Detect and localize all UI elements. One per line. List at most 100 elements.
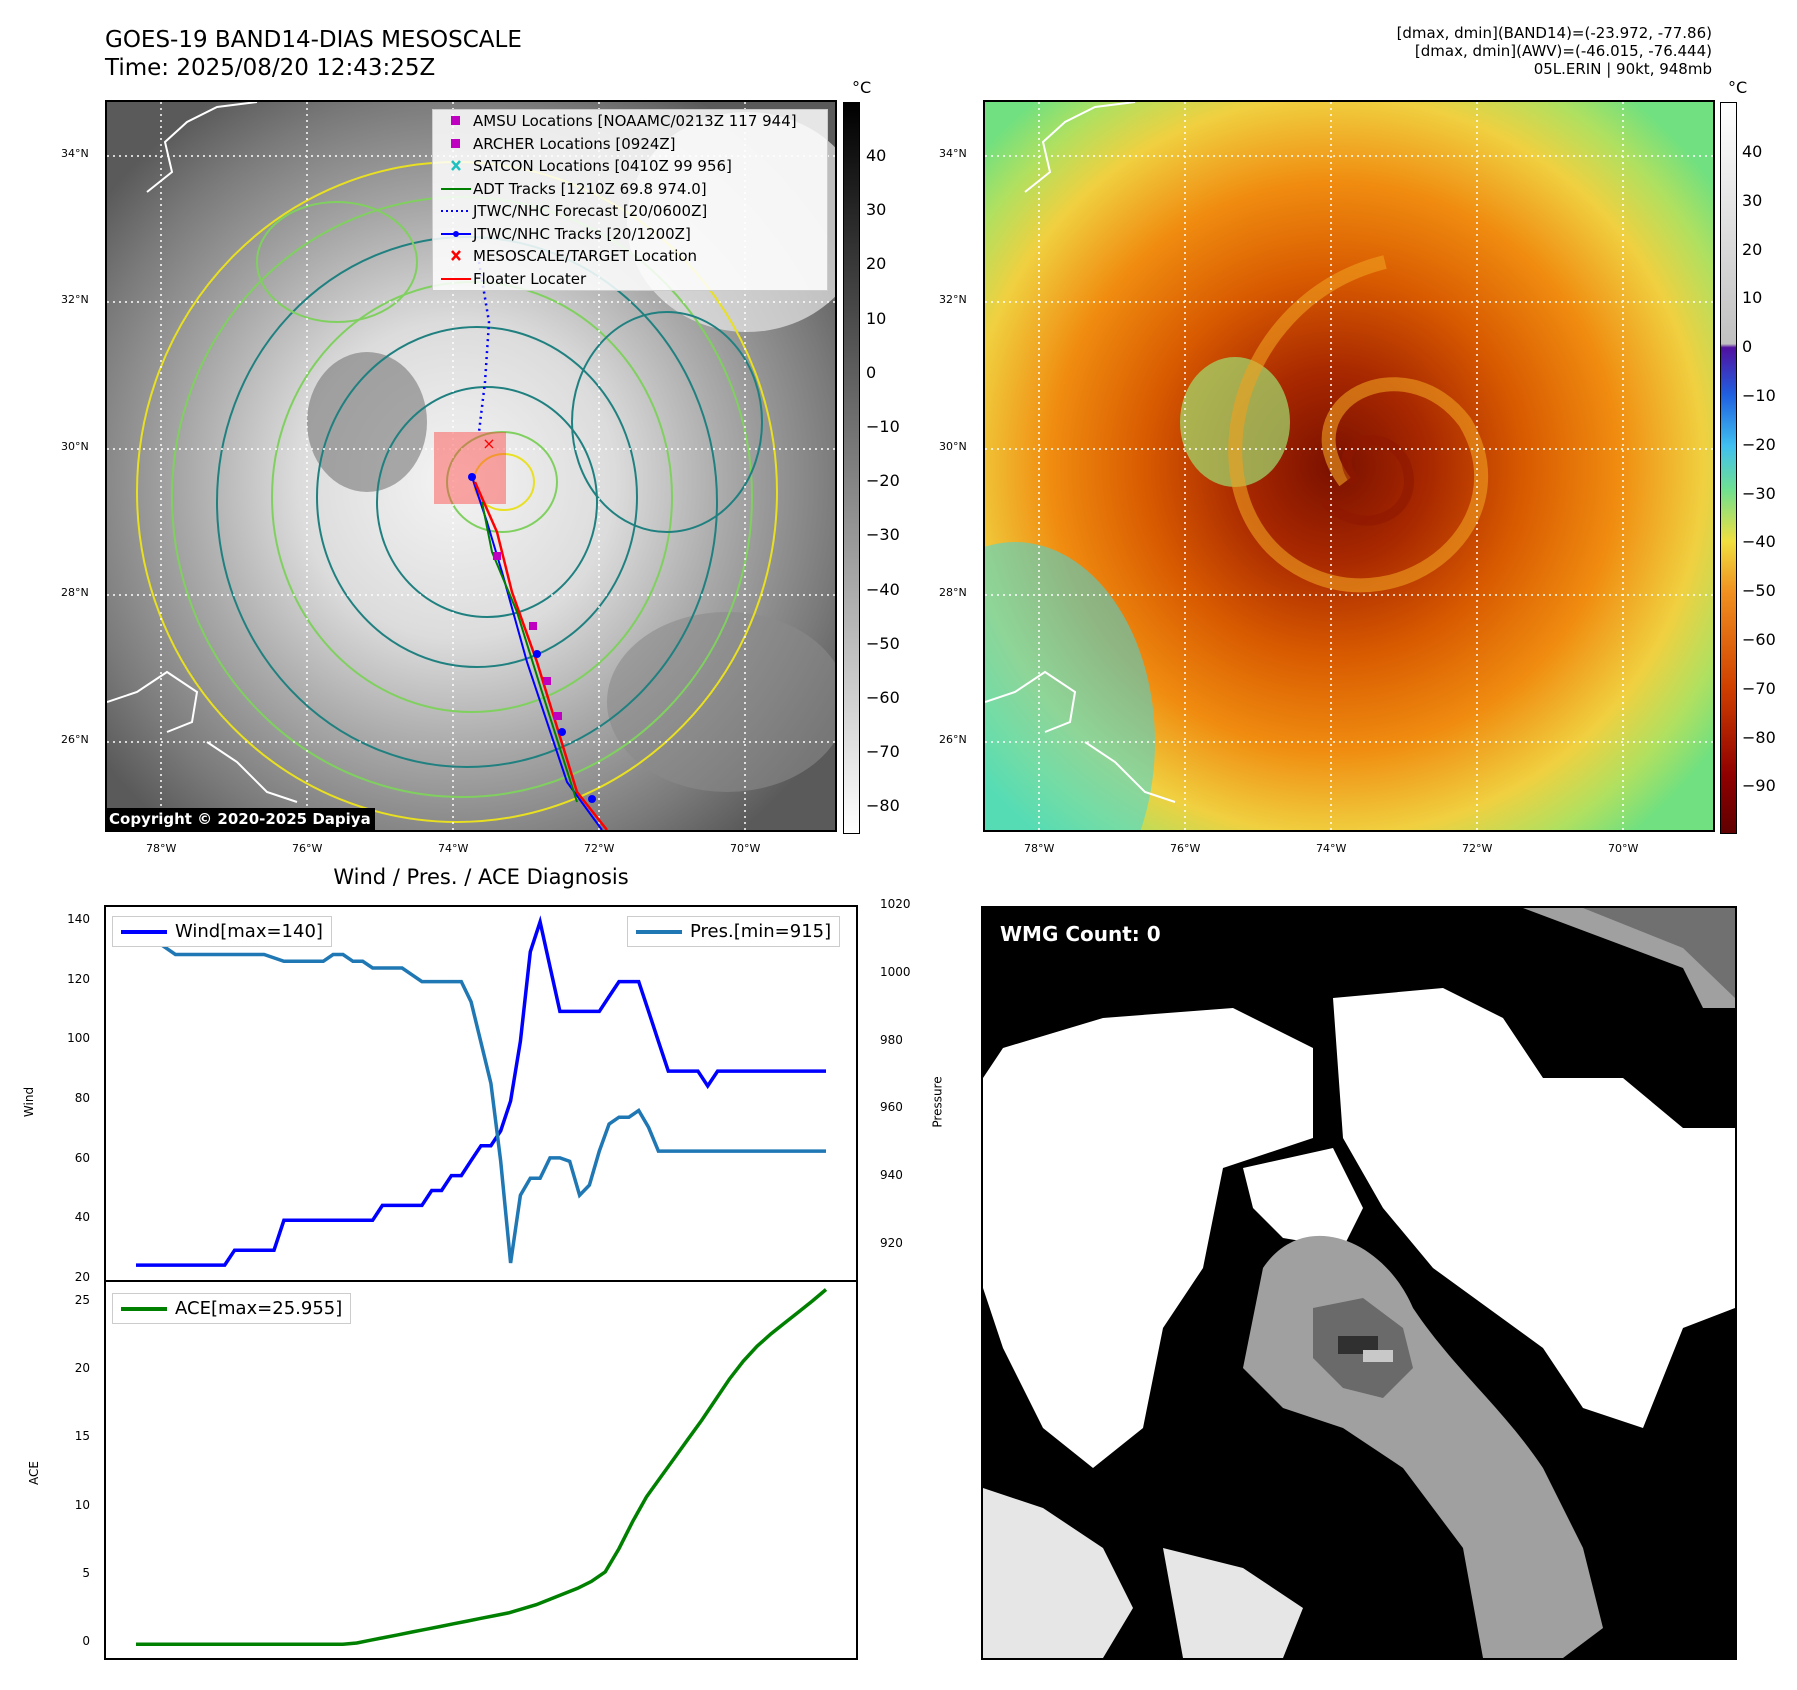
- colorbar-left-tick: 40: [866, 146, 887, 165]
- ace-legend-swatch: [121, 1306, 167, 1311]
- lon-label: 74°W: [1316, 842, 1347, 855]
- page-title: GOES-19 BAND14-DIAS MESOSCALE Time: 2025…: [105, 26, 522, 82]
- wind-tick: 20: [74, 1270, 90, 1284]
- legend-symbol: [439, 133, 473, 155]
- track-points: [468, 473, 596, 803]
- colorbar-left-tick: 20: [866, 254, 887, 274]
- colorbar-right-tick: −30: [1742, 483, 1776, 503]
- legend-label: ADT Tracks [1210Z 69.8 974.0]: [473, 179, 707, 198]
- lat-label: 30°N: [939, 440, 967, 453]
- pressure-series-line: [136, 922, 826, 1264]
- wmg-heatmap: [983, 908, 1735, 1658]
- title-line-1: GOES-19 BAND14-DIAS MESOSCALE: [105, 27, 522, 53]
- colorbar-left-unit: °C: [852, 78, 872, 97]
- pressure-tick: 940: [880, 1168, 903, 1183]
- pressure-tick: 920: [880, 1236, 903, 1251]
- ace-tick: 25: [74, 1292, 90, 1307]
- colorbar-right-tick: −90: [1742, 776, 1776, 796]
- pressure-legend: Pres.[min=915]: [627, 916, 841, 947]
- lon-label: 78°W: [1024, 842, 1055, 855]
- legend-item: Floater Locater: [433, 268, 827, 291]
- stats-line-2: [dmax, dmin](AWV)=(-46.015, -76.444): [1414, 42, 1712, 60]
- ace-plot: [136, 1288, 828, 1647]
- colorbar-left-tick: 30: [866, 200, 887, 220]
- colorbar-right-tick: −10: [1742, 386, 1776, 405]
- svg-text:×: ×: [482, 434, 495, 453]
- wind-series-line: [136, 915, 826, 1267]
- lat-label: 28°N: [61, 586, 89, 599]
- legend-item: JTWC/NHC Tracks [20/1200Z]: [433, 223, 827, 246]
- legend-label: ARCHER Locations [0924Z]: [473, 134, 676, 153]
- lat-label: 26°N: [939, 733, 967, 746]
- lat-label: 34°N: [939, 147, 967, 160]
- ace-panel: [104, 1280, 858, 1660]
- lon-label: 70°W: [730, 842, 761, 855]
- colorbar-right-tick: 30: [1742, 190, 1763, 210]
- ace-series-line: [136, 1288, 828, 1647]
- colorbar-right-tick: 10: [1742, 288, 1763, 308]
- legend-item: ARCHER Locations [0924Z]: [433, 133, 827, 156]
- legend-label: JTWC/NHC Tracks [20/1200Z]: [473, 224, 691, 243]
- wind-tick: 120: [67, 971, 90, 986]
- legend-item: SATCON Locations [0410Z 99 956]: [433, 155, 827, 178]
- stats-block: [dmax, dmin](BAND14)=(-23.972, -77.86) […: [1112, 24, 1712, 78]
- legend-item: JTWC/NHC Forecast [20/0600Z]: [433, 200, 827, 223]
- wv-satellite-panel: [983, 100, 1715, 832]
- wind-tick: 140: [67, 911, 90, 926]
- legend-symbol: [439, 245, 473, 267]
- ace-tick: 10: [74, 1497, 90, 1512]
- ace-tick: 0: [82, 1634, 90, 1649]
- colorbar-right: [1720, 102, 1737, 834]
- wv-satellite-image: [985, 102, 1713, 830]
- pressure-legend-label: Pres.[min=915]: [690, 921, 832, 942]
- pressure-tick: 1000: [880, 964, 911, 979]
- wind-tick: 80: [74, 1090, 90, 1105]
- wmg-count-label: WMG Count: 0: [1000, 922, 1161, 946]
- colorbar-left-tick: −20: [866, 471, 900, 491]
- lon-label: 76°W: [1170, 842, 1201, 855]
- pressure-legend-swatch: [636, 929, 682, 934]
- legend-symbol: [439, 268, 473, 290]
- wind-legend-swatch: [121, 929, 167, 934]
- lat-label: 28°N: [939, 586, 967, 599]
- wind-tick: 40: [74, 1210, 90, 1225]
- forecast-track: [477, 261, 491, 433]
- lon-label: 76°W: [292, 842, 323, 855]
- coastline: [107, 102, 298, 803]
- pressure-tick: 980: [880, 1032, 903, 1047]
- colorbar-right-unit: °C: [1728, 78, 1748, 97]
- colorbar-right-tick: −50: [1742, 581, 1776, 601]
- wmg-panel: [981, 906, 1737, 1660]
- floater-track: [473, 481, 608, 830]
- pressure-tick: 960: [880, 1100, 903, 1115]
- colorbar-left: [843, 102, 860, 834]
- diagnosis-chart-title: Wind / Pres. / ACE Diagnosis: [333, 865, 629, 889]
- legend-symbol: [439, 200, 473, 222]
- legend-label: AMSU Locations [NOAAMC/0213Z 117 944]: [473, 112, 797, 131]
- legend-item: AMSU Locations [NOAAMC/0213Z 117 944]: [433, 110, 827, 133]
- colorbar-left-tick: −80: [866, 796, 900, 816]
- pressure-axis-label: Pressure: [930, 1076, 945, 1128]
- stats-line-3: 05L.ERIN | 90kt, 948mb: [1533, 60, 1712, 78]
- colorbar-right-tick: 20: [1742, 239, 1763, 259]
- stats-line-1: [dmax, dmin](BAND14)=(-23.972, -77.86): [1396, 24, 1712, 42]
- ace-tick: 20: [74, 1360, 90, 1375]
- ace-tick: 5: [82, 1565, 90, 1580]
- wind-tick: 100: [67, 1031, 90, 1046]
- legend-symbol: [439, 178, 473, 200]
- colorbar-left-tick: 0: [866, 362, 877, 382]
- wind-pressure-panel: [104, 905, 858, 1282]
- legend-symbol: [439, 110, 473, 132]
- legend-label: Floater Locater: [473, 269, 587, 288]
- floater-box: [434, 432, 506, 504]
- colorbar-left-tick: 10: [866, 308, 887, 328]
- legend-label: SATCON Locations [0410Z 99 956]: [473, 157, 732, 176]
- colorbar-left-tick: −30: [866, 525, 900, 545]
- wind-axis-label: Wind: [22, 1086, 37, 1118]
- lat-label: 32°N: [939, 293, 967, 306]
- colorbar-right-tick: 40: [1742, 142, 1763, 161]
- colorbar-left-tick: −50: [866, 633, 900, 653]
- wind-tick: 60: [74, 1150, 90, 1165]
- pressure-tick: 1020: [880, 897, 911, 911]
- lon-label: 74°W: [438, 842, 469, 855]
